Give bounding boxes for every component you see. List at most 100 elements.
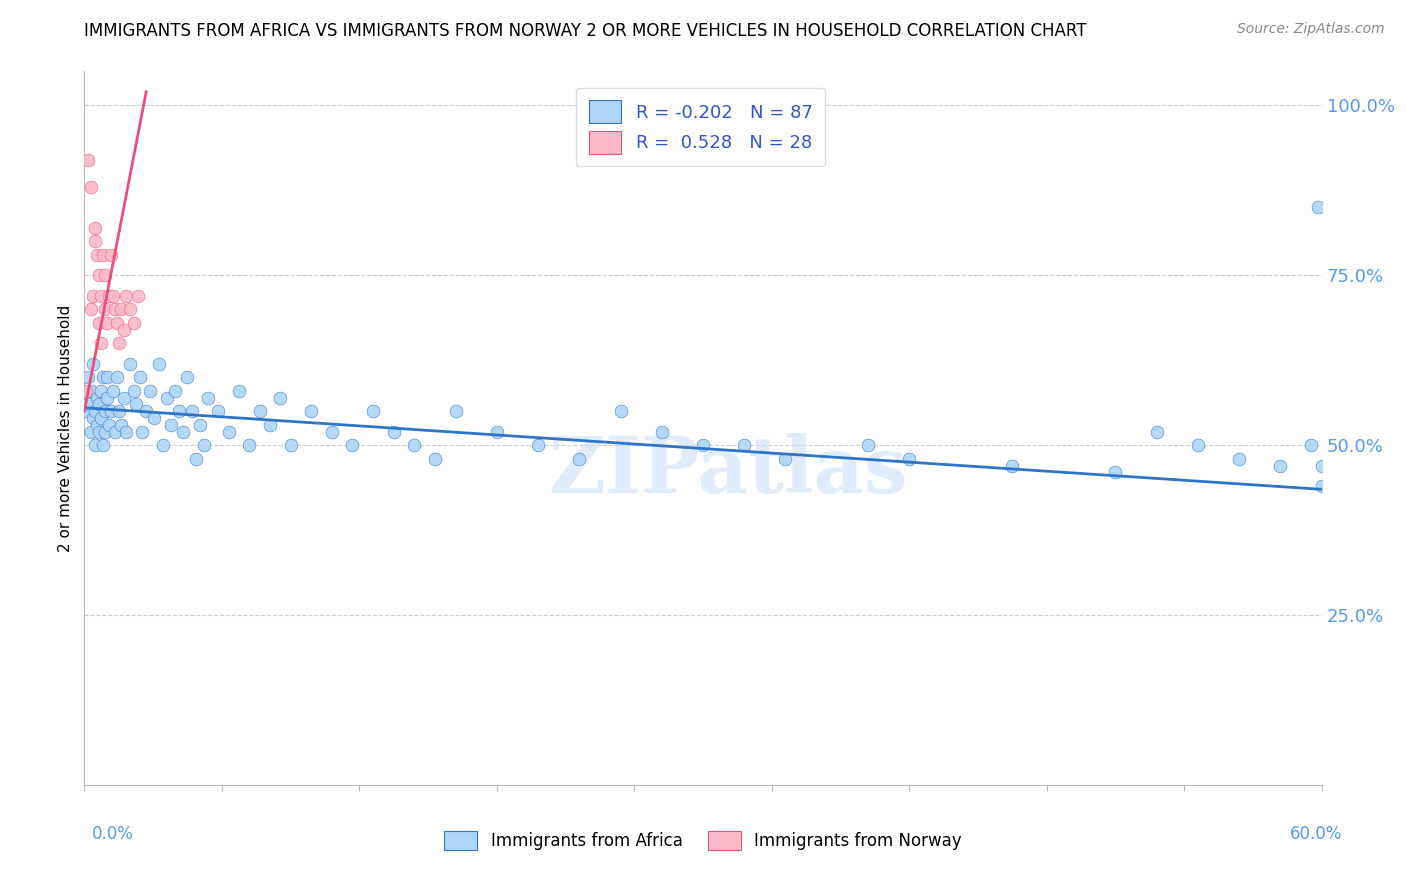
Point bbox=[100, 404, 122, 418]
Point bbox=[79, 180, 101, 194]
Point bbox=[77, 370, 100, 384]
Point bbox=[321, 425, 343, 439]
Point bbox=[156, 391, 179, 405]
Point bbox=[75, 384, 97, 398]
Point bbox=[83, 220, 105, 235]
Point bbox=[86, 248, 108, 262]
Point bbox=[122, 316, 145, 330]
Point bbox=[90, 288, 112, 302]
Point bbox=[87, 268, 110, 283]
Point bbox=[77, 153, 100, 167]
Point bbox=[382, 425, 405, 439]
Point bbox=[83, 234, 105, 248]
Point bbox=[299, 404, 322, 418]
Point bbox=[129, 370, 152, 384]
Point bbox=[1227, 451, 1250, 466]
Point bbox=[90, 336, 112, 351]
Point bbox=[404, 438, 426, 452]
Point bbox=[568, 451, 591, 466]
Text: IMMIGRANTS FROM AFRICA VS IMMIGRANTS FROM NORWAY 2 OR MORE VEHICLES IN HOUSEHOLD: IMMIGRANTS FROM AFRICA VS IMMIGRANTS FRO… bbox=[84, 22, 1087, 40]
Point bbox=[104, 425, 127, 439]
Text: ZIPatlas: ZIPatlas bbox=[548, 433, 907, 509]
Point bbox=[775, 451, 797, 466]
Point bbox=[91, 438, 114, 452]
Point bbox=[1301, 438, 1323, 452]
Point bbox=[110, 417, 132, 432]
Point bbox=[609, 404, 631, 418]
Point bbox=[228, 384, 250, 398]
Point bbox=[82, 411, 104, 425]
Legend: Immigrants from Africa, Immigrants from Norway: Immigrants from Africa, Immigrants from … bbox=[436, 822, 970, 859]
Point bbox=[108, 336, 131, 351]
Point bbox=[91, 370, 114, 384]
Point bbox=[94, 404, 117, 418]
Text: Source: ZipAtlas.com: Source: ZipAtlas.com bbox=[1237, 22, 1385, 37]
Point bbox=[79, 425, 101, 439]
Point bbox=[139, 384, 162, 398]
Point bbox=[485, 425, 508, 439]
Point bbox=[733, 438, 755, 452]
Point bbox=[110, 302, 132, 317]
Point bbox=[82, 288, 104, 302]
Point bbox=[79, 384, 101, 398]
Point bbox=[103, 384, 125, 398]
Point bbox=[118, 302, 141, 317]
Point bbox=[75, 404, 97, 418]
Point bbox=[103, 288, 125, 302]
Point bbox=[100, 248, 122, 262]
Point bbox=[444, 404, 467, 418]
Point bbox=[87, 397, 110, 411]
Point bbox=[98, 417, 121, 432]
Point bbox=[125, 397, 148, 411]
Point bbox=[96, 370, 118, 384]
Point bbox=[280, 438, 302, 452]
Point bbox=[86, 417, 108, 432]
Point bbox=[91, 248, 114, 262]
Point bbox=[1187, 438, 1209, 452]
Point bbox=[269, 391, 291, 405]
Point bbox=[94, 302, 117, 317]
Text: 60.0%: 60.0% bbox=[1291, 825, 1343, 843]
Point bbox=[423, 451, 446, 466]
Point bbox=[122, 384, 145, 398]
Point bbox=[114, 425, 136, 439]
Point bbox=[1146, 425, 1168, 439]
Point bbox=[527, 438, 550, 452]
Point bbox=[188, 417, 211, 432]
Point bbox=[98, 288, 121, 302]
Point bbox=[112, 323, 135, 337]
Point bbox=[1310, 479, 1333, 493]
Point bbox=[90, 411, 112, 425]
Point bbox=[1306, 200, 1329, 214]
Point bbox=[114, 288, 136, 302]
Point bbox=[898, 451, 921, 466]
Point bbox=[197, 391, 219, 405]
Point bbox=[77, 397, 100, 411]
Point bbox=[184, 451, 207, 466]
Point bbox=[167, 404, 190, 418]
Point bbox=[165, 384, 187, 398]
Point bbox=[238, 438, 260, 452]
Point bbox=[172, 425, 194, 439]
Point bbox=[118, 357, 141, 371]
Point bbox=[692, 438, 714, 452]
Point bbox=[104, 302, 127, 317]
Point bbox=[90, 384, 112, 398]
Point bbox=[152, 438, 174, 452]
Point bbox=[96, 391, 118, 405]
Y-axis label: 2 or more Vehicles in Household: 2 or more Vehicles in Household bbox=[58, 304, 73, 552]
Point bbox=[176, 370, 198, 384]
Point bbox=[180, 404, 202, 418]
Point bbox=[1270, 458, 1292, 473]
Point bbox=[160, 417, 183, 432]
Point bbox=[249, 404, 271, 418]
Point bbox=[342, 438, 364, 452]
Point bbox=[105, 316, 128, 330]
Point bbox=[148, 357, 170, 371]
Point bbox=[651, 425, 673, 439]
Point bbox=[87, 425, 110, 439]
Point bbox=[1104, 466, 1126, 480]
Point bbox=[193, 438, 215, 452]
Point bbox=[94, 425, 117, 439]
Text: 0.0%: 0.0% bbox=[91, 825, 134, 843]
